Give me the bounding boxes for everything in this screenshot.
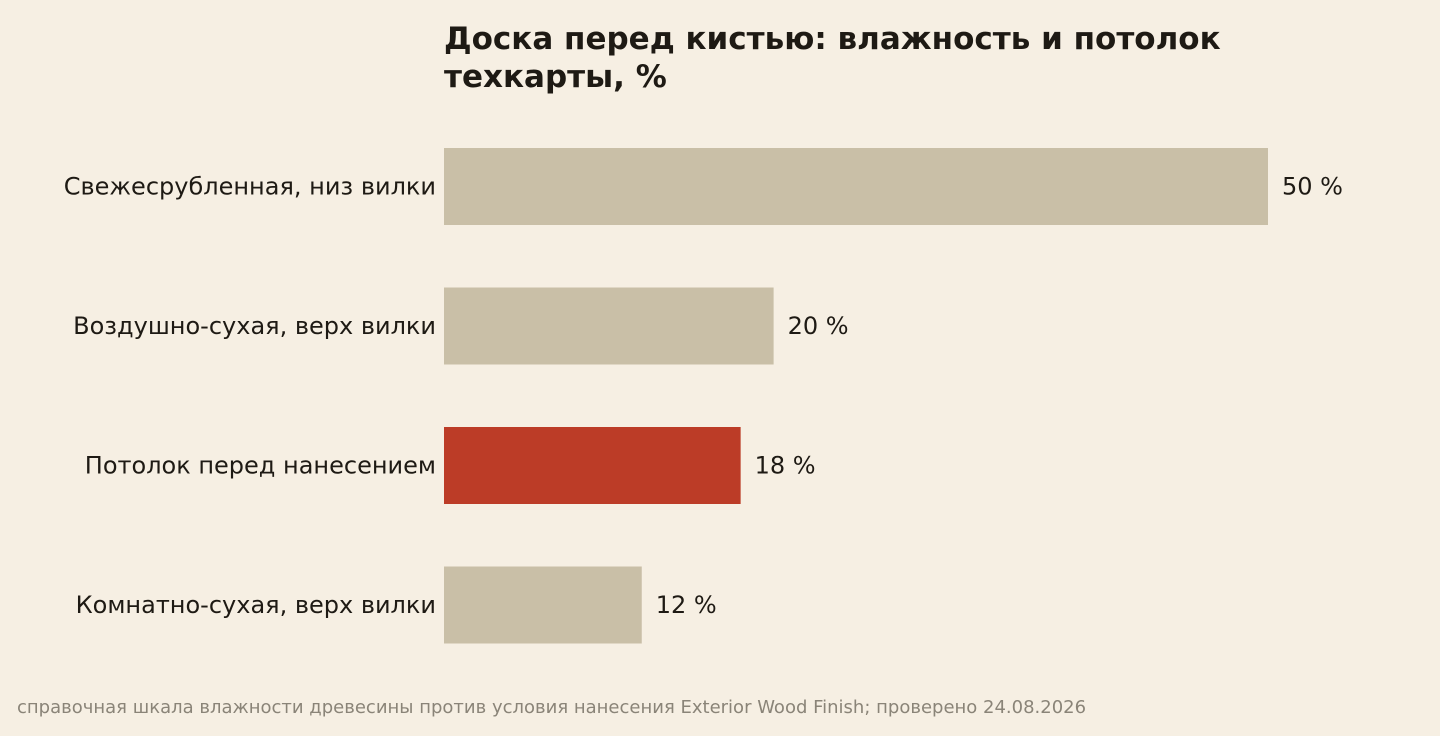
value-label-1: 50 %	[1282, 173, 1343, 201]
bar-4	[444, 566, 642, 644]
category-label-2: Воздушно-сухая, верх вилки	[73, 312, 436, 340]
bar-2	[444, 287, 774, 365]
value-label-2: 20 %	[788, 312, 849, 340]
bar-1	[444, 148, 1268, 225]
value-label-3: 18 %	[755, 452, 816, 480]
bar-3	[444, 427, 741, 504]
category-label-4: Комнатно-сухая, верх вилки	[76, 591, 436, 619]
category-label-1: Свежесрубленная, низ вилки	[64, 173, 436, 201]
chart-footnote: справочная шкала влажности древесины про…	[17, 697, 1087, 718]
chart-title: Доска перед кистью: влажность и потолок …	[444, 21, 1221, 95]
category-label-3: Потолок перед нанесением	[85, 452, 436, 480]
value-label-4: 12 %	[656, 591, 717, 619]
